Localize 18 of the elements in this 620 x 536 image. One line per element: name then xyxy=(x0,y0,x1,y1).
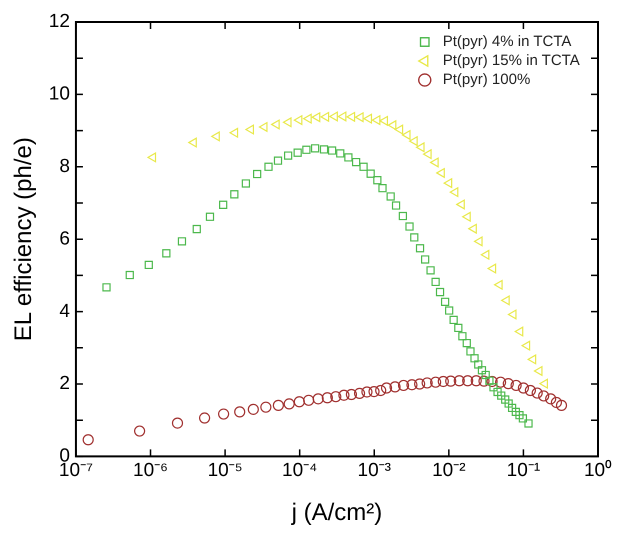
x-tick-label: 10⁻² xyxy=(432,460,466,482)
x-tick-label: 10⁰ xyxy=(584,459,612,482)
legend-label: Pt(pyr) 15% in TCTA xyxy=(442,52,580,70)
y-tick-label: 6 xyxy=(59,228,70,250)
x-tick-label: 10⁻⁵ xyxy=(208,460,243,482)
x-tick-label: 10⁻³ xyxy=(358,460,391,482)
y-tick-label: 10 xyxy=(48,84,70,105)
x-tick-label: 10⁻⁴ xyxy=(282,460,318,482)
y-tick-label: 8 xyxy=(59,156,70,178)
legend-label: Pt(pyr) 100% xyxy=(442,71,530,88)
legend-label: Pt(pyr) 4% in TCTA xyxy=(442,33,572,50)
y-tick-label: 4 xyxy=(59,300,70,322)
y-tick-label: 2 xyxy=(59,373,70,394)
y-tick-label: 12 xyxy=(48,11,70,32)
x-tick-label: 10⁻¹ xyxy=(506,460,540,482)
x-tick-label: 10⁻⁶ xyxy=(133,460,168,482)
y-axis-title: EL efficiency (ph/e) xyxy=(10,137,38,342)
x-axis-title: j (A/cm²) xyxy=(290,499,382,526)
